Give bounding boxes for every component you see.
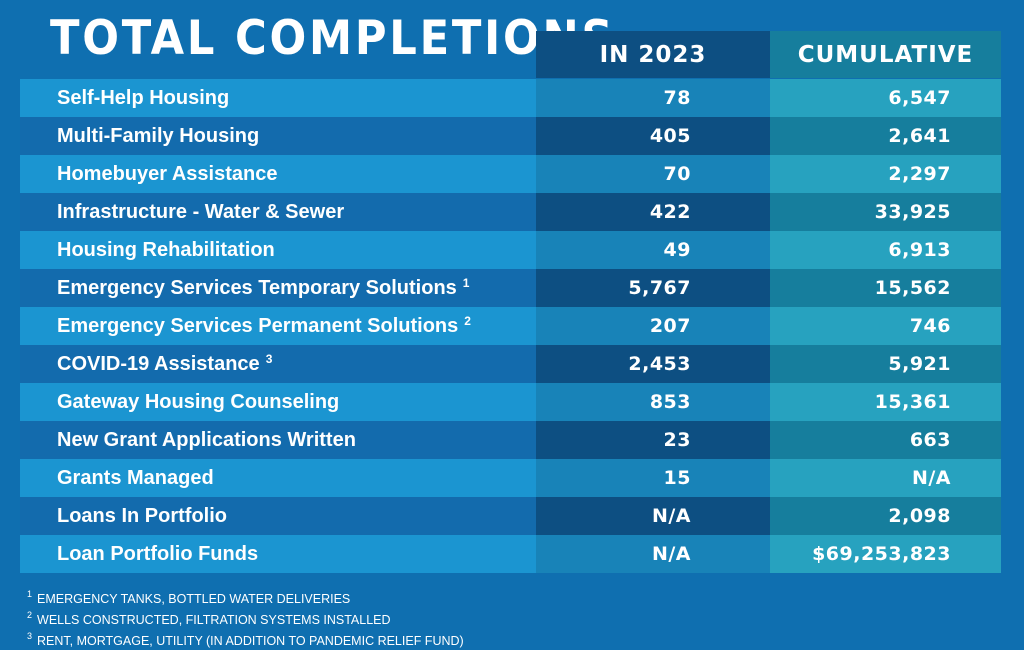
cumulative-value: 2,098 — [888, 505, 951, 527]
table-row: Multi-Family Housing 405 2,641 — [20, 117, 1001, 155]
row-label-text: Loans In Portfolio — [57, 504, 227, 527]
table-row: Loan Portfolio Funds N/A $69,253,823 — [20, 535, 1001, 573]
footnote-mark: 3 — [27, 631, 33, 641]
cell-in-2023: 78 — [536, 79, 770, 117]
cell-in-2023: 70 — [536, 155, 770, 193]
row-label-text: Emergency Services Permanent Solutions — [57, 314, 459, 337]
footnote-marker: 3 — [265, 352, 273, 366]
cell-in-2023: 5,767 — [536, 269, 770, 307]
cell-in-2023: 422 — [536, 193, 770, 231]
footnote-text: WELLS CONSTRUCTED, FILTRATION SYSTEMS IN… — [37, 613, 391, 628]
table-row: COVID-19 Assistance 3 2,453 5,921 — [20, 345, 1001, 383]
cell-cumulative: 33,925 — [770, 193, 1001, 231]
row-label-text: Emergency Services Temporary Solutions — [57, 276, 457, 299]
cumulative-value: 33,925 — [874, 201, 951, 223]
row-label-text: Grants Managed — [57, 466, 214, 489]
footnote: 3 RENT, MORTGAGE, UTILITY (IN ADDITION TO… — [27, 627, 464, 648]
cell-in-2023: N/A — [536, 497, 770, 535]
cumulative-value: 15,361 — [874, 391, 951, 413]
footnote-mark: 2 — [27, 610, 33, 620]
table-row: Self-Help Housing 78 6,547 — [20, 79, 1001, 117]
footnotes: 1 EMERGENCY TANKS, BOTTLED WATER DELIVERI… — [27, 585, 464, 648]
cell-cumulative: 2,098 — [770, 497, 1001, 535]
cumulative-value: 2,641 — [888, 125, 951, 147]
footnote: 2 WELLS CONSTRUCTED, FILTRATION SYSTEMS I… — [27, 606, 464, 627]
table-row: Infrastructure - Water & Sewer 422 33,925 — [20, 193, 1001, 231]
row-label: COVID-19 Assistance 3 — [20, 345, 536, 383]
cell-in-2023: N/A — [536, 535, 770, 573]
cell-in-2023: 23 — [536, 421, 770, 459]
row-label: Homebuyer Assistance — [20, 155, 536, 193]
cell-cumulative: 6,547 — [770, 79, 1001, 117]
cell-cumulative: $69,253,823 — [770, 535, 1001, 573]
row-label-text: Loan Portfolio Funds — [57, 542, 259, 565]
cell-in-2023: 405 — [536, 117, 770, 155]
row-label: Gateway Housing Counseling — [20, 383, 536, 421]
cell-cumulative: 15,562 — [770, 269, 1001, 307]
column-header-in-2023: IN 2023 — [536, 31, 770, 78]
table-row: Gateway Housing Counseling 853 15,361 — [20, 383, 1001, 421]
cell-in-2023: 2,453 — [536, 345, 770, 383]
row-label-text: Homebuyer Assistance — [57, 162, 278, 185]
cell-cumulative: 15,361 — [770, 383, 1001, 421]
table-row: Emergency Services Temporary Solutions 1 5… — [20, 269, 1001, 307]
cumulative-value: 663 — [909, 429, 951, 451]
footnote-text: EMERGENCY TANKS, BOTTLED WATER DELIVERIE… — [37, 592, 351, 607]
cell-cumulative: 746 — [770, 307, 1001, 345]
row-label: Emergency Services Temporary Solutions 1 — [20, 269, 536, 307]
cell-in-2023: 15 — [536, 459, 770, 497]
footnote-text: RENT, MORTGAGE, UTILITY (IN ADDITION TO … — [37, 634, 464, 649]
cell-in-2023: 207 — [536, 307, 770, 345]
row-label-text: New Grant Applications Written — [57, 428, 356, 451]
cumulative-value: N/A — [911, 467, 951, 489]
cumulative-value: 69,253,823 — [825, 543, 951, 565]
row-label: Infrastructure - Water & Sewer — [20, 193, 536, 231]
footnote: 1 EMERGENCY TANKS, BOTTLED WATER DELIVERI… — [27, 585, 464, 606]
cell-in-2023: 49 — [536, 231, 770, 269]
cell-cumulative: 663 — [770, 421, 1001, 459]
row-label-text: Housing Rehabilitation — [57, 238, 275, 261]
footnote-marker: 2 — [464, 314, 471, 328]
table-row: Housing Rehabilitation 49 6,913 — [20, 231, 1001, 269]
cell-cumulative: 2,641 — [770, 117, 1001, 155]
row-label: Housing Rehabilitation — [20, 231, 536, 269]
row-label: Grants Managed — [20, 459, 536, 497]
row-label-text: Infrastructure - Water & Sewer — [57, 200, 345, 223]
row-label-text: Multi-Family Housing — [57, 124, 260, 147]
row-label-text: COVID-19 Assistance — [57, 352, 260, 375]
column-header-cumulative: CUMULATIVE — [770, 31, 1001, 78]
footnote-mark: 1 — [27, 589, 33, 599]
table-row: Loans In Portfolio N/A 2,098 — [20, 497, 1001, 535]
table-row: Emergency Services Permanent Solutions 2 2… — [20, 307, 1001, 345]
table-row: Grants Managed 15 N/A — [20, 459, 1001, 497]
cumulative-value: 15,562 — [874, 277, 951, 299]
cell-cumulative: N/A — [770, 459, 1001, 497]
currency-symbol: $ — [812, 543, 826, 565]
row-label: Multi-Family Housing — [20, 117, 536, 155]
row-label-text: Gateway Housing Counseling — [57, 390, 340, 413]
page-title: TOTAL COMPLETIONS — [50, 11, 616, 66]
cell-cumulative: 2,297 — [770, 155, 1001, 193]
cell-in-2023: 853 — [536, 383, 770, 421]
cumulative-value: 6,547 — [888, 87, 951, 109]
row-label-text: Self-Help Housing — [57, 86, 230, 109]
cumulative-value: 2,297 — [888, 163, 951, 185]
completions-table: Self-Help Housing 78 6,547 Multi-Family Hou… — [20, 79, 1001, 573]
cell-cumulative: 6,913 — [770, 231, 1001, 269]
cumulative-value: 5,921 — [888, 353, 951, 375]
cumulative-value: 6,913 — [888, 239, 951, 261]
table-row: New Grant Applications Written 23 663 — [20, 421, 1001, 459]
table-row: Homebuyer Assistance 70 2,297 — [20, 155, 1001, 193]
cell-cumulative: 5,921 — [770, 345, 1001, 383]
cumulative-value: 746 — [909, 315, 951, 337]
footnote-marker: 1 — [462, 276, 470, 290]
row-label: Loan Portfolio Funds — [20, 535, 536, 573]
row-label: Self-Help Housing — [20, 79, 536, 117]
row-label: Emergency Services Permanent Solutions 2 — [20, 307, 536, 345]
row-label: New Grant Applications Written — [20, 421, 536, 459]
row-label: Loans In Portfolio — [20, 497, 536, 535]
